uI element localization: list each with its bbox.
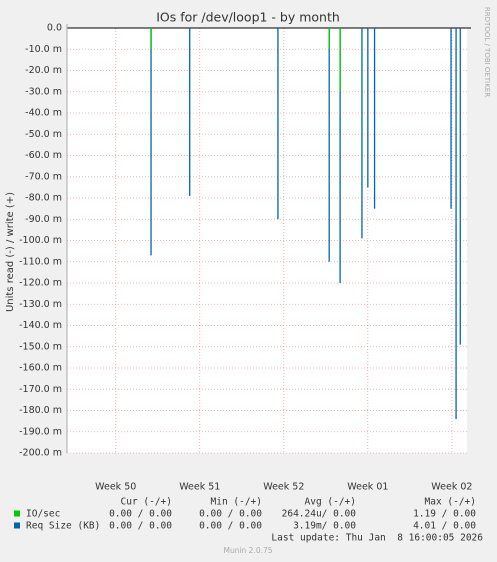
x-tick-label: Week 52 bbox=[263, 482, 304, 493]
x-tick-label: Week 51 bbox=[179, 482, 220, 493]
y-tick-label: -160.0 m bbox=[19, 363, 62, 374]
stat-value: 0.00 / 0.00 bbox=[109, 521, 172, 532]
y-tick-label: -90.0 m bbox=[25, 214, 62, 225]
y-tick-label: -80.0 m bbox=[25, 193, 62, 204]
y-tick-label: -20.0 m bbox=[25, 65, 62, 76]
y-tick-label: -40.0 m bbox=[25, 108, 62, 119]
stat-value: 3.19m/ 0.00 bbox=[293, 521, 356, 532]
stat-value: 0.00 / 0.00 bbox=[109, 509, 172, 520]
legend-swatch bbox=[14, 510, 20, 517]
stat-value: 0.00 / 0.00 bbox=[199, 509, 262, 520]
y-tick-label: -130.0 m bbox=[19, 299, 62, 310]
stat-value: 0.00 / 0.00 bbox=[199, 521, 262, 532]
y-tick-label: -60.0 m bbox=[25, 150, 62, 161]
y-tick-label: -30.0 m bbox=[25, 86, 62, 97]
y-tick-label: -200.0 m bbox=[19, 448, 62, 459]
stat-header: Avg (-/+) bbox=[305, 497, 356, 508]
stat-value: 4.01 / 0.00 bbox=[413, 521, 476, 532]
x-tick-label: Week 02 bbox=[431, 482, 472, 493]
legend-label: IO/sec bbox=[26, 509, 60, 520]
y-tick-label: -180.0 m bbox=[19, 405, 62, 416]
y-tick-label: -150.0 m bbox=[19, 341, 62, 352]
stat-header: Min (-/+) bbox=[211, 497, 262, 508]
legend-label: Req Size (KB) bbox=[26, 521, 100, 532]
stat-value: 1.19 / 0.00 bbox=[413, 509, 476, 520]
y-axis-label: Units read (-) / write (+) bbox=[5, 192, 16, 312]
footer: Munin 2.0.75 bbox=[223, 546, 272, 555]
y-tick-label: -170.0 m bbox=[19, 384, 62, 395]
stat-header: Max (-/+) bbox=[425, 497, 476, 508]
y-tick-label: -140.0 m bbox=[19, 320, 62, 331]
legend-swatch bbox=[14, 522, 20, 529]
y-tick-label: -110.0 m bbox=[19, 256, 62, 267]
chart-title: IOs for /dev/loop1 - by month bbox=[156, 10, 340, 25]
y-tick-label: -70.0 m bbox=[25, 171, 62, 182]
y-tick-label: -120.0 m bbox=[19, 278, 62, 289]
y-tick-label: -100.0 m bbox=[19, 235, 62, 246]
y-tick-label: -10.0 m bbox=[25, 44, 62, 55]
last-update: Last update: Thu Jan 8 16:00:05 2026 bbox=[271, 533, 483, 544]
stat-value: 264.24u/ 0.00 bbox=[282, 509, 357, 520]
y-tick-label: -50.0 m bbox=[25, 129, 62, 140]
y-tick-label: -190.0 m bbox=[19, 426, 62, 437]
x-tick-label: Week 50 bbox=[95, 482, 136, 493]
side-label: RRDTOOL / TOBI OETIKER bbox=[483, 7, 491, 97]
stat-header: Cur (-/+) bbox=[121, 497, 172, 508]
y-tick-label: 0.0 bbox=[47, 23, 62, 34]
x-tick-label: Week 01 bbox=[347, 482, 388, 493]
